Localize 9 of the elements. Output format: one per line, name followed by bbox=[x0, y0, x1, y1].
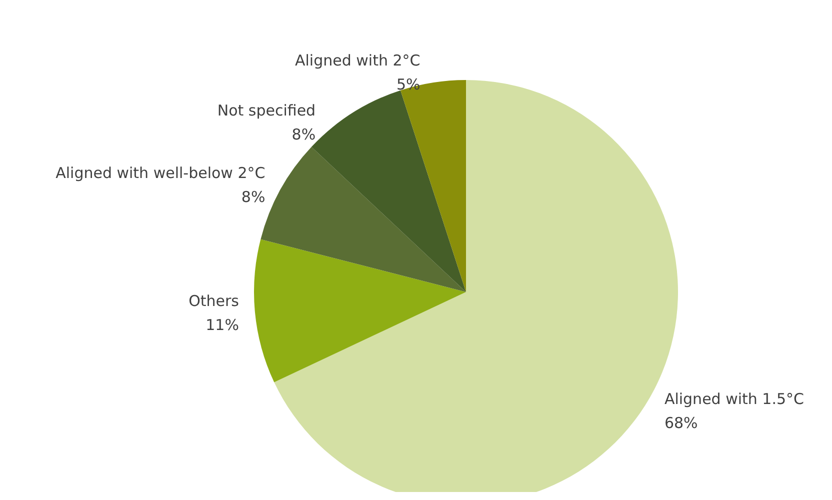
data-label: 68% bbox=[664, 414, 698, 432]
data-label: 8% bbox=[292, 126, 316, 144]
data-label: 8% bbox=[241, 188, 266, 206]
slice-label: Aligned with well-below 2°C bbox=[56, 164, 266, 182]
slice-label: Aligned with 1.5°C bbox=[664, 390, 804, 408]
slice-label: Others bbox=[188, 292, 240, 310]
slice-label: Not specified bbox=[217, 102, 316, 120]
slice-label: Aligned with 2°C bbox=[295, 52, 420, 70]
data-label: 11% bbox=[206, 316, 239, 334]
